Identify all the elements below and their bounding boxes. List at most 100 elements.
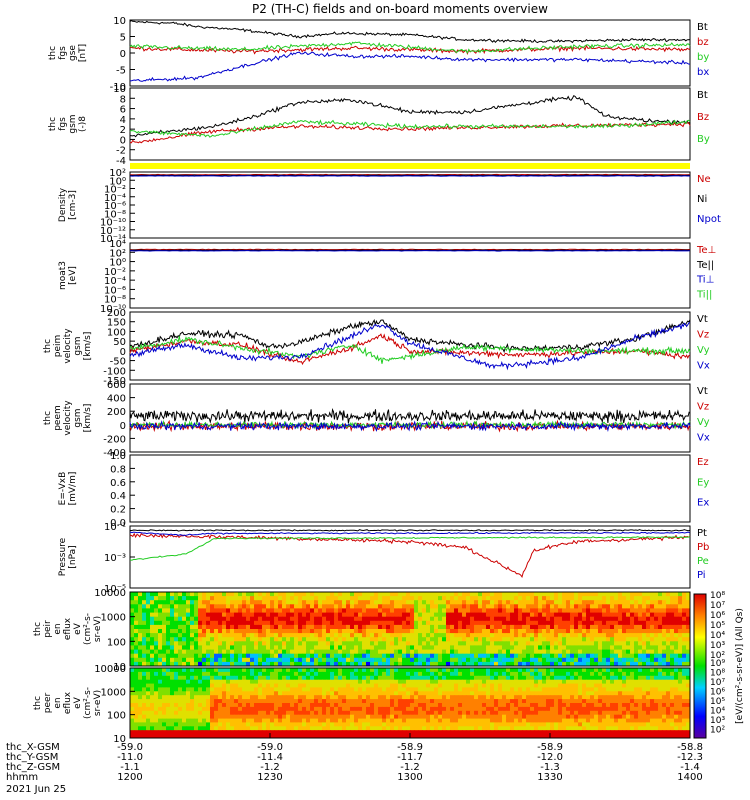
heatmap-cell (234, 679, 239, 685)
heatmap-cell (638, 653, 643, 659)
heatmap-cell (274, 710, 279, 716)
heatmap-cell (662, 637, 667, 642)
heatmap-cell (546, 600, 551, 605)
heatmap-cell (186, 683, 191, 688)
heatmap-cell (238, 691, 243, 696)
heatmap-cell (530, 675, 535, 681)
heatmap-cell (618, 592, 623, 597)
legend-vx: Vx (697, 433, 710, 444)
heatmap-cell (586, 668, 591, 673)
heatmap-cell (518, 687, 523, 692)
y-axis-label: gsm (73, 408, 83, 427)
heatmap-cell (642, 706, 647, 712)
heatmap-cell (662, 710, 667, 716)
heatmap-cell (674, 616, 679, 622)
heatmap-cell (174, 600, 179, 605)
heatmap-cell (358, 624, 363, 630)
heatmap-cell (322, 695, 327, 700)
heatmap-cell (274, 683, 279, 688)
heatmap-cell (210, 718, 215, 723)
heatmap-cell (170, 616, 175, 622)
heatmap-cell (186, 668, 191, 673)
heatmap-cell (218, 592, 223, 597)
heatmap-cell (206, 653, 211, 659)
heatmap-cell (386, 699, 391, 704)
heatmap-cell (194, 641, 199, 646)
heatmap-cell (622, 679, 627, 685)
heatmap-cell (138, 657, 143, 663)
heatmap-cell (614, 687, 619, 692)
heatmap-cell (542, 706, 547, 712)
heatmap-cell (454, 691, 459, 696)
heatmap-cell (182, 661, 187, 667)
heatmap-cell (274, 612, 279, 618)
heatmap-cell (206, 699, 211, 704)
heatmap-cell (210, 695, 215, 700)
heatmap-cell (662, 679, 667, 685)
heatmap-cell (454, 726, 459, 731)
heatmap-cell (166, 649, 171, 655)
heatmap-cell (654, 592, 659, 597)
heatmap-cell (266, 706, 271, 712)
heatmap-cell (682, 620, 687, 626)
heatmap-cell (362, 624, 367, 630)
heatmap-cell (238, 661, 243, 667)
heatmap-cell (450, 633, 455, 638)
heatmap-cell (138, 616, 143, 622)
heatmap-cell (522, 703, 527, 708)
heatmap-cell (526, 612, 531, 618)
heatmap-cell (158, 675, 163, 681)
heatmap-cell (390, 641, 395, 646)
heatmap-cell (562, 653, 567, 659)
heatmap-cell (470, 722, 475, 727)
y-tick-label: 5 (120, 33, 126, 44)
heatmap-cell (238, 645, 243, 650)
heatmap-cell (562, 657, 567, 663)
heatmap-cell (306, 604, 311, 609)
heatmap-cell (214, 661, 219, 667)
heatmap-cell (294, 645, 299, 650)
heatmap-cell (374, 679, 379, 685)
heatmap-cell (438, 624, 443, 630)
heatmap-cell (638, 675, 643, 681)
heatmap-cell (318, 629, 323, 634)
heatmap-cell (350, 616, 355, 622)
heatmap-cell (674, 645, 679, 650)
heatmap-cell (578, 592, 583, 597)
heatmap-cell (206, 637, 211, 642)
heatmap-cell (538, 657, 543, 663)
heatmap-cell (638, 641, 643, 646)
heatmap-cell (310, 641, 315, 646)
heatmap-cell (178, 699, 183, 704)
heatmap-cell (662, 703, 667, 708)
y-tick-label: 10² (109, 168, 126, 179)
heatmap-cell (282, 661, 287, 667)
heatmap-cell (358, 616, 363, 622)
series-bz (129, 44, 691, 56)
heatmap-cell (198, 600, 203, 605)
heatmap-cell (434, 726, 439, 731)
heatmap-cell (606, 620, 611, 626)
heatmap-cell (566, 675, 571, 681)
heatmap-cell (382, 645, 387, 650)
heatmap-cell (146, 616, 151, 622)
heatmap-cell (374, 624, 379, 630)
y-tick-label: 10⁻² (104, 185, 126, 196)
series-pi (129, 531, 691, 536)
heatmap-cell (354, 604, 359, 609)
heatmap-cell (410, 691, 415, 696)
heatmap-cell (618, 718, 623, 723)
heatmap-cell (486, 649, 491, 655)
heatmap-cell (506, 668, 511, 673)
heatmap-cell (402, 600, 407, 605)
heatmap-cell (682, 675, 687, 681)
heatmap-cell (554, 616, 559, 622)
heatmap-cell (570, 620, 575, 626)
heatmap-cell (318, 653, 323, 659)
heatmap-cell (214, 679, 219, 685)
heatmap-cell (234, 699, 239, 704)
heatmap-cell (546, 657, 551, 663)
heatmap-cell (298, 600, 303, 605)
heatmap-cell (186, 675, 191, 681)
